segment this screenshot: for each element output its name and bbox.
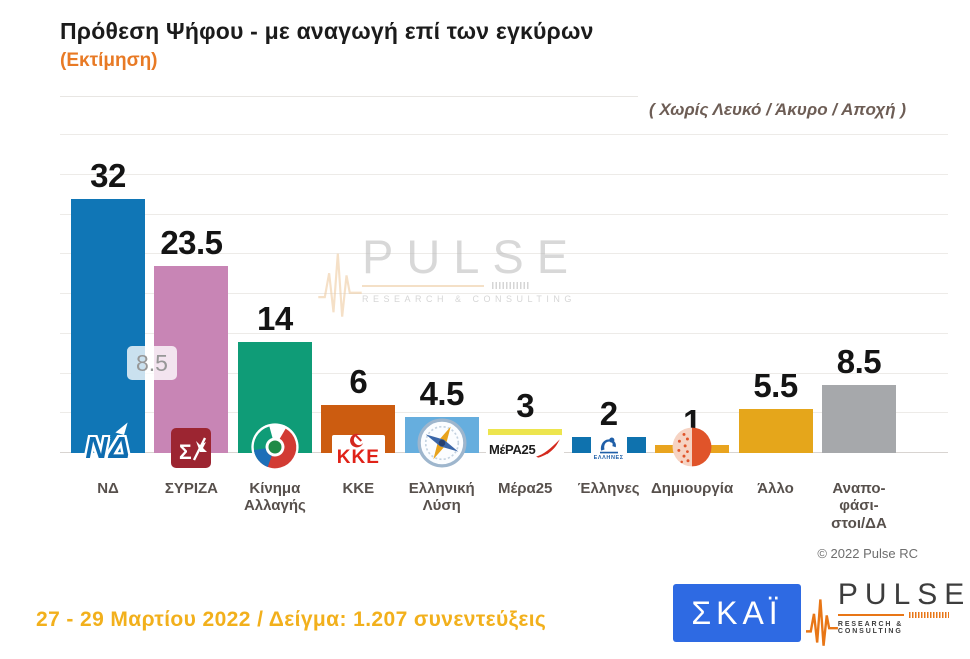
pulse-rule-line	[837, 614, 904, 616]
gridline-30	[60, 213, 948, 215]
value-label-elliniki-lysi: 4.5	[419, 375, 465, 413]
gridline-5	[60, 412, 948, 414]
pulse-logo: PULSE RESEARCH & CONSULTING	[806, 580, 970, 652]
fieldwork-text: 27 - 29 Μαρτίου 2022 / Δείγμα: 1.207 συν…	[36, 608, 547, 631]
pulse-watermark-wordmark: PULSE	[362, 230, 582, 283]
exclusion-note: ( Χωρίς Λευκό / Άκυρο / Αποχή )	[649, 100, 906, 119]
page-title: Πρόθεση Ψήφου - με αναγωγή επί των εγκύρ…	[60, 18, 594, 44]
pulse-watermark-body: PULSE RESEARCH & CONSULTING	[362, 233, 581, 304]
category-label-elliniki-lysi: Ελληνική Λύση	[408, 480, 475, 515]
ellines-logo: ΕΛΛΗΝΕΣ	[588, 427, 630, 469]
syriza-logo: Σ	[170, 426, 212, 470]
value-label-mera25: 3	[516, 387, 535, 425]
bar-chart: 32 ΝΔ ΝΔ 23.5 Σ ΣΥΡΙΖΑ 14 Κίνημα Αλλαγής 6 KKE ΚΚΕ…	[60, 134, 948, 532]
bar-allo	[738, 409, 813, 453]
copyright-text: © 2022 Pulse RC	[817, 546, 918, 561]
pulse-watermark-rule-row	[362, 282, 581, 289]
pulse-heartbeat-icon	[806, 599, 838, 646]
overlay-value-badge: 8.5	[127, 346, 177, 380]
kinima-allagis-logo	[249, 421, 301, 473]
value-label-nd: 32	[90, 156, 126, 194]
category-label-ellines: Έλληνες	[577, 480, 640, 497]
skai-logo: ΣΚΑΪ	[673, 584, 801, 642]
gridline-20	[60, 293, 948, 294]
category-label-kke: ΚΚΕ	[342, 480, 375, 497]
kke-logo: KKE	[326, 425, 390, 477]
value-label-syriza: 23.5	[160, 224, 223, 262]
gridline-15	[60, 332, 948, 334]
pulse-logo-rule-row	[837, 612, 970, 618]
gridline-25	[60, 253, 948, 255]
pulse-logo-body: PULSE RESEARCH & CONSULTING	[837, 578, 970, 635]
elliniki-lysi-logo	[417, 418, 467, 468]
pulse-heartbeat-icon	[318, 253, 362, 317]
svg-text:Σ: Σ	[179, 441, 192, 464]
gridline-40	[60, 134, 948, 135]
bar-nd	[71, 198, 145, 453]
pulse-logo-tagline: RESEARCH & CONSULTING	[837, 621, 904, 635]
category-label-allo: Άλλο	[757, 480, 794, 497]
gridline-10	[60, 372, 948, 374]
value-label-kinima-allagis: 14	[257, 299, 293, 337]
page-subtitle: (Εκτίμηση)	[60, 50, 158, 71]
category-label-dimiourgia: Δημιουργία	[650, 480, 734, 497]
value-label-kke: 6	[349, 363, 368, 401]
skai-logo-text: ΣΚΑΪ	[691, 594, 783, 631]
pulse-rule-line	[362, 284, 484, 287]
title-divider	[60, 96, 638, 97]
dimiourgia-logo	[669, 423, 715, 471]
nd-logo: ΝΔ	[68, 420, 148, 471]
value-label-allo: 5.5	[753, 367, 798, 405]
category-label-nd: ΝΔ	[97, 480, 119, 497]
category-label-mera25: Μέρα25	[497, 480, 553, 497]
category-label-syriza: ΣΥΡΙΖΑ	[164, 480, 219, 497]
pulse-barcode-icon	[492, 282, 530, 289]
pulse-logo-wordmark: PULSE	[837, 578, 970, 611]
mera25-logo: ΜέΡΑ25	[485, 429, 565, 469]
pulse-watermark: PULSE RESEARCH & CONSULTING	[318, 233, 581, 321]
value-label-anapofasistoi-da: 8.5	[836, 343, 882, 381]
pulse-watermark-tagline: RESEARCH & CONSULTING	[362, 294, 576, 304]
category-label-anapofasistoi-da: Αναπο- φάσι- στοι/ΔΑ	[831, 480, 887, 532]
pulse-barcode-icon	[908, 612, 949, 618]
gridline-35	[60, 173, 948, 175]
bar-anapofasistoi-da	[821, 385, 896, 453]
value-label-ellines: 2	[599, 395, 618, 433]
category-label-kinima-allagis: Κίνημα Αλλαγής	[243, 480, 306, 515]
